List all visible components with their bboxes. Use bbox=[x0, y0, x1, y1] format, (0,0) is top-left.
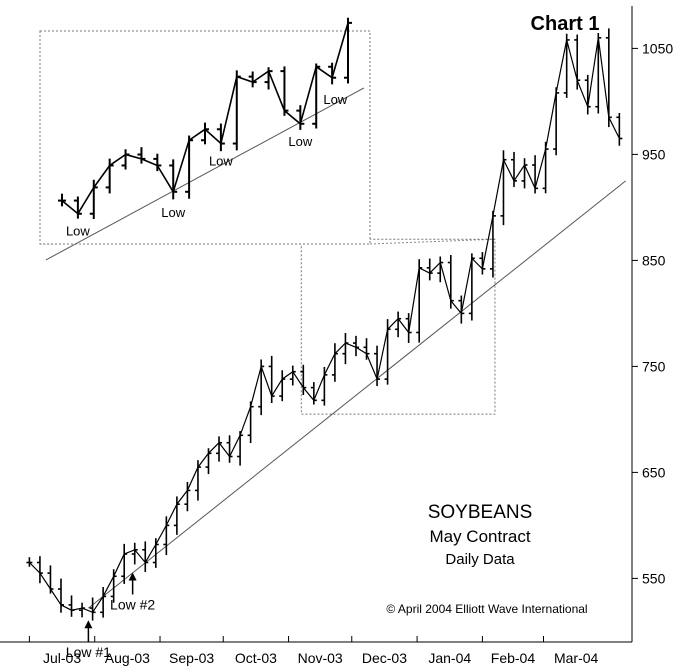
connector-line bbox=[369, 238, 495, 245]
y-tick-label: 850 bbox=[642, 252, 666, 268]
x-tick-label: Oct-03 bbox=[235, 650, 277, 666]
y-tick-label: 1050 bbox=[642, 40, 673, 56]
inset-low-label: Low bbox=[66, 224, 90, 239]
commodity-label: SOYBEANS bbox=[428, 502, 533, 523]
trendline bbox=[88, 180, 626, 609]
y-tick-label: 550 bbox=[642, 570, 666, 586]
x-tick-label: Nov-03 bbox=[298, 650, 343, 666]
y-axis: 550 650 750 850 950 1050 bbox=[632, 40, 673, 586]
price-line bbox=[28, 37, 620, 614]
y-tick-label: 750 bbox=[642, 358, 666, 374]
plot-frame bbox=[0, 6, 633, 643]
inset-price-line bbox=[61, 22, 349, 215]
y-tick-label: 950 bbox=[642, 146, 666, 162]
inset-low-label: Low bbox=[209, 154, 233, 169]
annotation-arrow-head bbox=[128, 572, 137, 581]
zoom-region-box bbox=[300, 238, 496, 415]
inset-border bbox=[39, 30, 371, 245]
x-tick-label: Feb-04 bbox=[491, 650, 536, 666]
annotation-arrow-head bbox=[84, 620, 93, 629]
annotations: Low #1 Low #2 bbox=[66, 572, 155, 660]
contract-label: May Contract bbox=[429, 527, 530, 546]
inset-low-label: Low bbox=[161, 205, 185, 220]
y-tick-label: 650 bbox=[642, 464, 666, 480]
inset-low-label: Low bbox=[288, 134, 312, 149]
x-tick-label: Mar-04 bbox=[554, 650, 599, 666]
zoom-box bbox=[300, 238, 496, 415]
x-tick-label: Sep-03 bbox=[169, 650, 214, 666]
x-tick-label: Dec-03 bbox=[362, 650, 407, 666]
frequency-label: Daily Data bbox=[445, 551, 515, 568]
annotation-label: Low #2 bbox=[110, 597, 155, 613]
x-tick-label: Aug-03 bbox=[105, 650, 150, 666]
chart-title: Chart 1 bbox=[531, 13, 600, 35]
price-series bbox=[26, 28, 623, 621]
inset-low-label: Low bbox=[323, 92, 347, 107]
inset-panel: Low Low Low Low Low bbox=[39, 17, 371, 261]
inset-trendline bbox=[45, 87, 365, 261]
x-axis: Jul-03 Aug-03 Sep-03 Oct-03 Nov-03 Dec-03 Jan-… bbox=[28, 636, 599, 666]
annotation-label: Low #1 bbox=[66, 644, 111, 660]
trendline-line bbox=[88, 180, 626, 609]
x-tick-label: Jan-04 bbox=[428, 650, 471, 666]
x-tick-label: Jul-03 bbox=[43, 650, 81, 666]
copyright-label: © April 2004 Elliott Wave International bbox=[386, 602, 587, 616]
